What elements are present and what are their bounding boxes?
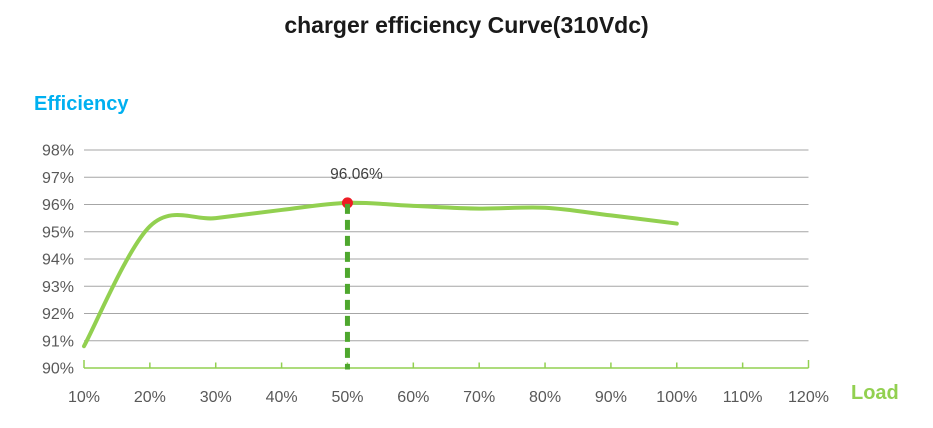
chart-title: charger efficiency Curve(310Vdc): [284, 12, 649, 38]
x-tick-label: 100%: [656, 389, 697, 406]
y-tick-label: 98%: [42, 143, 74, 160]
efficiency-curve: [82, 200, 679, 349]
y-tick-label: 92%: [42, 306, 74, 323]
x-tick-label: 80%: [529, 389, 561, 406]
x-tick-label: 120%: [788, 389, 829, 406]
y-tick-label: 93%: [42, 279, 74, 296]
peak-annotation: 96.06%: [330, 166, 383, 183]
x-tick-label: 70%: [463, 389, 495, 406]
x-tick-label: 60%: [397, 389, 429, 406]
x-tick-label: 40%: [266, 389, 298, 406]
peak-marker: [341, 197, 353, 209]
y-tick-label: 91%: [42, 333, 74, 350]
x-axis-title: Load: [851, 382, 899, 404]
y-tick-label: 95%: [42, 224, 74, 241]
y-tick-label: 90%: [42, 361, 74, 378]
y-tick-label: 97%: [42, 170, 74, 187]
x-tick-label: 50%: [331, 389, 363, 406]
y-tick-label: 96%: [42, 197, 74, 214]
x-tick-label: 10%: [68, 389, 100, 406]
x-tick-label: 20%: [134, 389, 166, 406]
x-tick-label: 30%: [200, 389, 232, 406]
x-tick-label: 110%: [723, 389, 763, 406]
y-axis-title: Efficiency: [34, 93, 129, 115]
y-tick-label: 94%: [42, 252, 74, 269]
x-tick-label: 90%: [595, 389, 627, 406]
